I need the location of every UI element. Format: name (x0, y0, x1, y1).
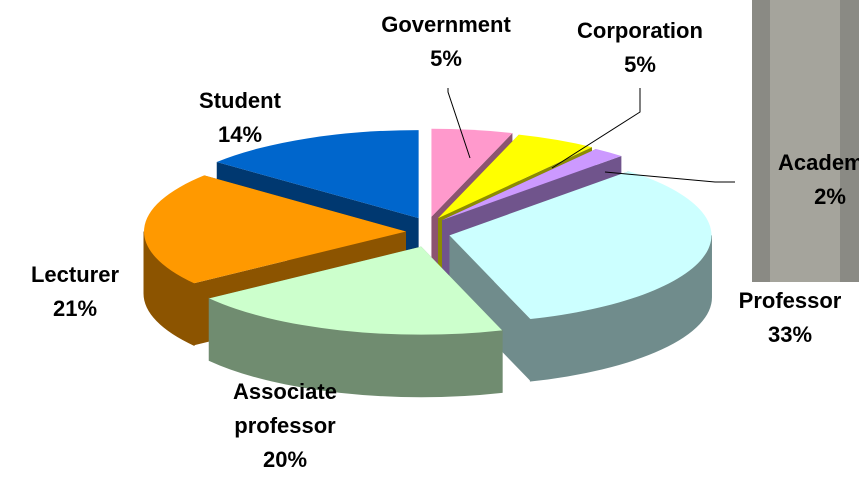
value-label: 21% (0, 292, 155, 326)
category-label: Academic (730, 146, 859, 180)
value-label: 33% (690, 318, 859, 352)
value-label: 5% (346, 42, 546, 76)
pie (144, 129, 711, 397)
page: Government5%Corporation5%Academic2%Profe… (0, 0, 859, 486)
value-label: 14% (160, 118, 320, 152)
category-label: Corporation (540, 14, 740, 48)
category-label: Associate professor (200, 375, 370, 443)
category-label: Government (346, 8, 546, 42)
category-label: Lecturer (0, 258, 155, 292)
value-label: 5% (540, 48, 740, 82)
category-label: Professor (690, 284, 859, 318)
slice-label: Academic2% (730, 146, 859, 214)
category-label: Student (160, 84, 320, 118)
photo-stairs (770, 0, 840, 282)
value-label: 2% (730, 180, 859, 214)
value-label: 20% (200, 443, 370, 477)
